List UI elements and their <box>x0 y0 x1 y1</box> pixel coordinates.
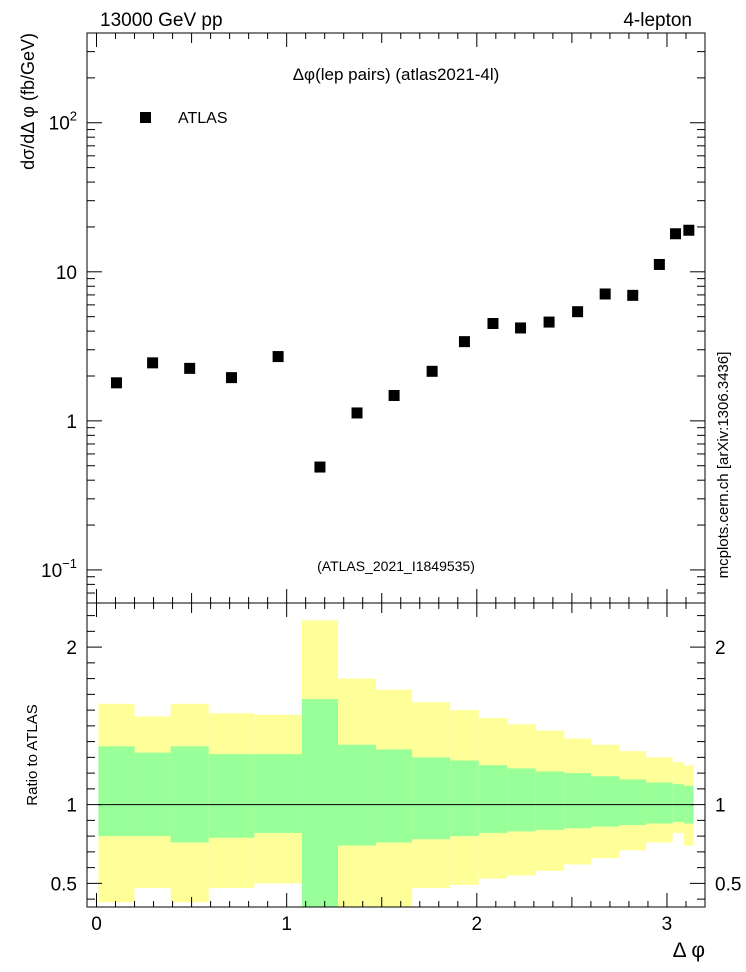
main-x-ticks <box>96 33 706 603</box>
data-point <box>184 362 196 374</box>
ratio-y-ticks: 0.5 0.5 1 1 2 2 <box>51 615 741 900</box>
x-tick-label: 2 <box>472 914 483 935</box>
data-point <box>683 224 695 236</box>
ratio-y-tick-label: 1 <box>715 796 726 817</box>
inner-band-bin <box>376 749 413 843</box>
data-point <box>487 317 499 329</box>
data-point <box>226 372 238 384</box>
side-label: mcplots.cern.ch [arXiv:1306.3436] <box>715 352 732 579</box>
data-point <box>272 351 284 363</box>
ratio-panel: 0.5 0.5 1 1 2 2 0 1 2 3 Ratio to ATLAS Δ φ <box>24 602 741 962</box>
inner-band-bin <box>478 765 508 833</box>
inner-band-bin <box>507 768 536 832</box>
inner-band-bin <box>646 782 673 824</box>
main-y-tick-label: 10−1 <box>41 556 77 582</box>
legend-label: ATLAS <box>178 110 228 127</box>
inner-band-bin <box>450 760 479 837</box>
data-point <box>388 389 400 401</box>
x-tick-label: 1 <box>281 914 292 935</box>
main-y-tick-label: 102 <box>49 109 77 135</box>
data-point <box>426 365 438 377</box>
main-y-axis-label: dσ/dΔ φ (fb/GeV) <box>18 33 38 170</box>
ratio-y-tick-label: 2 <box>715 638 726 659</box>
inner-band-bin <box>619 779 647 826</box>
inner-band-bin <box>338 744 377 846</box>
data-point <box>627 289 639 301</box>
inner-band-bin <box>564 773 591 829</box>
data-point <box>110 377 122 389</box>
data-point <box>147 357 159 369</box>
data-point <box>351 407 363 419</box>
ratio-y-tick-label: 1 <box>66 796 77 817</box>
main-y-tick-label: 1 <box>66 412 77 433</box>
data-point <box>543 316 555 328</box>
inner-band-bin <box>254 754 302 833</box>
inner-band-bin <box>590 776 620 827</box>
inner-band-bin <box>208 754 255 838</box>
x-tick-label: 0 <box>91 914 102 935</box>
energy-label: 13000 GeV pp <box>100 10 223 31</box>
data-point <box>653 258 665 270</box>
data-point <box>599 288 611 300</box>
x-axis-label: Δ φ <box>673 939 705 962</box>
data-point <box>314 461 326 473</box>
data-point <box>670 228 682 240</box>
data-point <box>458 336 470 348</box>
ratio-y-tick-label: 2 <box>66 638 77 659</box>
main-title: Δφ(lep pairs) (atlas2021-4l) <box>293 65 500 84</box>
inner-band-bin <box>301 699 339 907</box>
inner-band-bin <box>412 757 451 840</box>
x-tick-label: 3 <box>662 914 673 935</box>
data-point <box>515 322 527 334</box>
process-label: 4-lepton <box>623 10 692 31</box>
inner-band-bin <box>672 784 685 822</box>
inner-band-bin <box>170 746 209 843</box>
inner-band-bin <box>98 746 135 837</box>
main-y-tick-label: 10 <box>56 263 77 284</box>
ratio-y-tick-label: 0.5 <box>715 874 741 895</box>
data-point <box>572 306 584 318</box>
ratio-y-tick-label: 0.5 <box>51 874 77 895</box>
legend-marker <box>140 112 151 123</box>
data-source-annotation: (ATLAS_2021_I1849535) <box>317 558 475 574</box>
ratio-x-ticks: 0 1 2 3 <box>91 603 706 935</box>
ratio-frame <box>86 602 706 908</box>
inner-band-bin <box>134 752 171 837</box>
ratio-y-axis-label: Ratio to ATLAS <box>24 704 41 805</box>
inner-band-bin <box>535 771 565 830</box>
